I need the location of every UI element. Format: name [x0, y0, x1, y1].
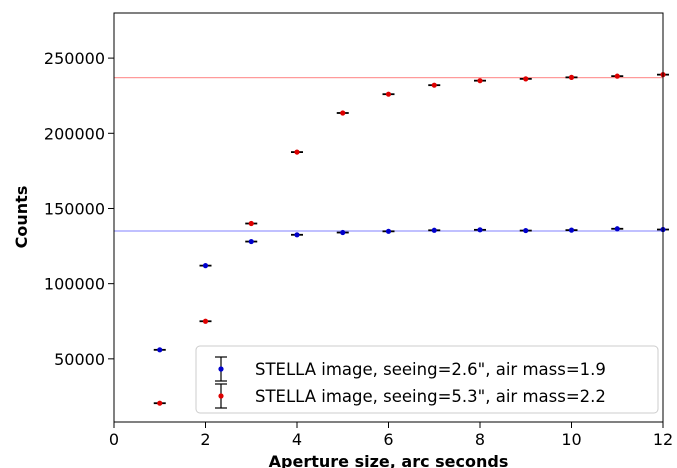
x-tick-label: 12 [653, 430, 673, 449]
x-axis: 0 2 4 6 8 10 12 [109, 422, 673, 449]
data-point-series-1 [611, 226, 624, 232]
data-point-series-1 [519, 227, 532, 234]
data-point-series-2 [245, 220, 258, 227]
legend-handle-1 [215, 356, 227, 382]
data-point-series-1 [291, 232, 303, 238]
data-point-series-2 [153, 400, 166, 406]
y-axis-label: Counts [12, 186, 31, 249]
x-tick-label: 2 [200, 430, 210, 449]
data-point-series-2 [519, 76, 532, 82]
y-tick-label: 50000 [54, 350, 105, 369]
data-point-series-2 [291, 149, 303, 155]
y-tick-label: 250000 [44, 49, 105, 68]
legend-entry-1: STELLA image, seeing=2.6", air mass=1.9 [255, 360, 606, 379]
data-point-series-1 [153, 347, 166, 353]
y-axis: 50000 100000 150000 200000 250000 [44, 49, 114, 369]
reference-lines [114, 77, 663, 232]
data-point-series-1 [565, 227, 578, 233]
data-point-series-1 [382, 228, 395, 234]
data-point-series-2 [428, 82, 441, 88]
data-point-series-2 [336, 110, 349, 116]
data-point-series-2 [611, 73, 624, 79]
data-point-series-1 [474, 227, 486, 233]
data-point-series-1 [336, 229, 349, 236]
legend-box [195, 345, 659, 414]
data-point-series-2 [382, 91, 395, 97]
legend: STELLA image, seeing=2.6", air mass=1.9 … [195, 345, 659, 414]
x-tick-label: 10 [561, 430, 581, 449]
y-tick-label: 100000 [44, 275, 105, 294]
legend-handle-2 [215, 383, 227, 409]
data-point-series-1 [199, 263, 212, 269]
data-point-series-1 [245, 238, 258, 245]
x-tick-label: 0 [109, 430, 119, 449]
data-point-series-2 [565, 74, 578, 80]
x-axis-label: Aperture size, arc seconds [269, 452, 509, 468]
plot-area [113, 12, 669, 423]
legend-handles [215, 356, 227, 409]
x-tick-label: 4 [292, 430, 302, 449]
data-point-series-2 [474, 78, 486, 84]
data-point-series-1 [428, 227, 441, 233]
data-marks [153, 72, 669, 406]
data-point-series-2 [199, 318, 212, 324]
x-tick-label: 8 [475, 430, 485, 449]
legend-entry-2: STELLA image, seeing=5.3", air mass=2.2 [255, 387, 606, 406]
y-tick-label: 150000 [44, 199, 105, 218]
y-tick-label: 200000 [44, 124, 105, 143]
x-tick-label: 6 [383, 430, 393, 449]
